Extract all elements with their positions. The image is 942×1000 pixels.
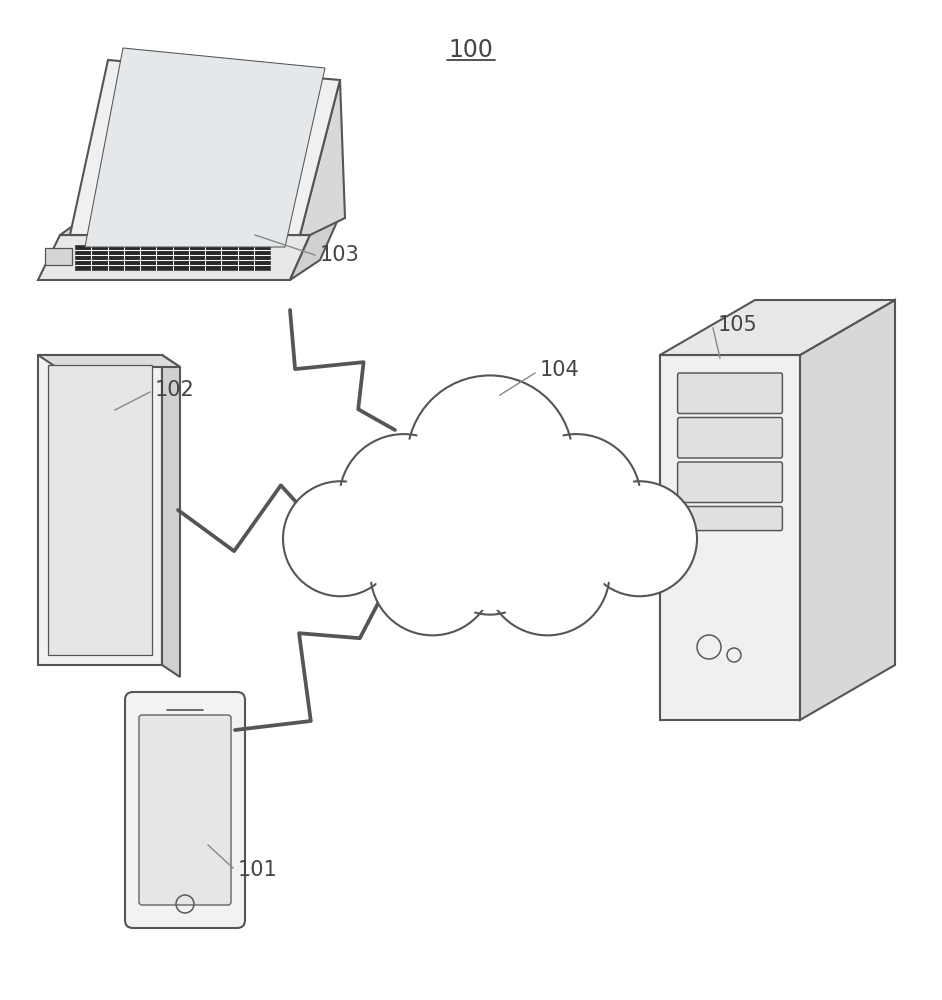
Polygon shape xyxy=(85,48,325,247)
Circle shape xyxy=(375,516,490,630)
FancyBboxPatch shape xyxy=(677,462,783,502)
Polygon shape xyxy=(660,300,895,355)
Polygon shape xyxy=(290,215,340,280)
Circle shape xyxy=(345,439,463,558)
Polygon shape xyxy=(48,365,152,655)
Polygon shape xyxy=(60,215,340,235)
Circle shape xyxy=(485,511,609,635)
Circle shape xyxy=(339,434,468,563)
Polygon shape xyxy=(660,355,800,720)
FancyBboxPatch shape xyxy=(139,715,231,905)
Polygon shape xyxy=(162,355,180,677)
Text: 105: 105 xyxy=(718,315,757,335)
FancyBboxPatch shape xyxy=(677,418,783,458)
Circle shape xyxy=(587,486,692,592)
Circle shape xyxy=(287,486,394,592)
Polygon shape xyxy=(70,60,340,235)
Text: 104: 104 xyxy=(540,360,579,380)
Circle shape xyxy=(512,434,641,563)
Circle shape xyxy=(407,375,573,541)
Polygon shape xyxy=(75,245,270,270)
Circle shape xyxy=(370,511,495,635)
Polygon shape xyxy=(300,80,345,235)
Polygon shape xyxy=(800,300,895,720)
Circle shape xyxy=(283,481,398,596)
Text: 100: 100 xyxy=(448,38,494,62)
FancyBboxPatch shape xyxy=(125,692,245,928)
Text: 101: 101 xyxy=(238,860,278,880)
Text: 102: 102 xyxy=(155,380,195,400)
Text: 103: 103 xyxy=(320,245,360,265)
FancyBboxPatch shape xyxy=(677,373,783,414)
Circle shape xyxy=(442,513,539,610)
Polygon shape xyxy=(38,355,180,367)
FancyBboxPatch shape xyxy=(677,506,783,531)
Circle shape xyxy=(414,382,566,534)
Polygon shape xyxy=(38,235,310,280)
Circle shape xyxy=(582,481,697,596)
Polygon shape xyxy=(45,248,72,265)
Polygon shape xyxy=(38,355,162,665)
Circle shape xyxy=(517,439,636,558)
Circle shape xyxy=(437,509,543,615)
Circle shape xyxy=(491,516,605,630)
